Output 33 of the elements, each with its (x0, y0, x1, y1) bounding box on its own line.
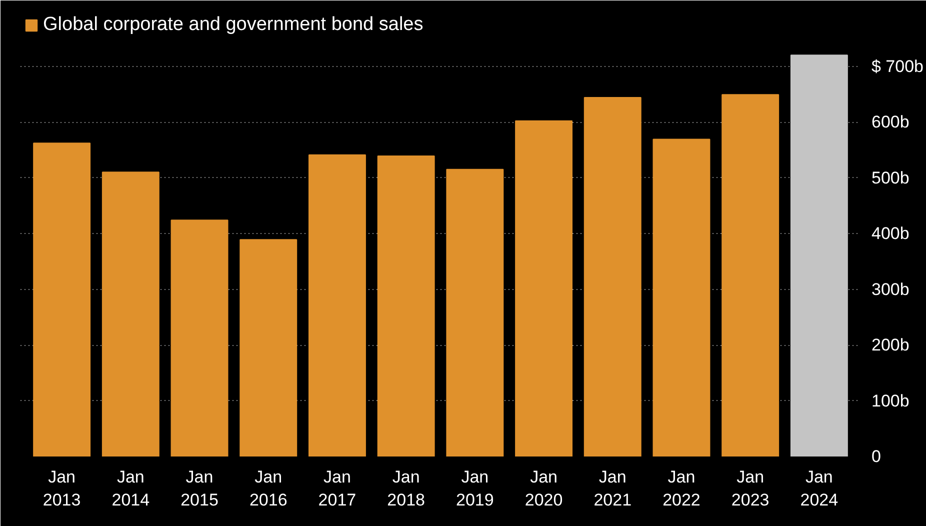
x-tick-label: Jan 2021 (594, 468, 632, 510)
x-tick-label: Jan 2024 (800, 468, 838, 510)
x-tick-label: Jan 2017 (318, 468, 356, 510)
x-tick-label: Jan 2023 (731, 468, 770, 510)
bar (446, 168, 504, 456)
bar (515, 120, 573, 456)
x-tick-label: Jan 2019 (456, 468, 494, 510)
x-tick-label: Jan 2018 (387, 468, 425, 510)
y-tick-label: 200b (872, 336, 910, 354)
y-tick-label: $ 700b (872, 56, 924, 76)
x-tick-label: Jan 2013 (42, 468, 81, 510)
y-tick-label: 100b (872, 391, 910, 410)
x-tick-label: Jan 2016 (249, 468, 288, 510)
bar (652, 138, 710, 456)
x-tick-label: Jan 2022 (662, 468, 700, 510)
bar (308, 154, 366, 456)
bar (240, 239, 298, 456)
x-tick-label: Jan 2015 (180, 468, 218, 510)
bar (584, 96, 642, 456)
y-tick-label: 0 (872, 447, 881, 466)
bar (170, 220, 228, 456)
y-tick-label: 500b (872, 168, 910, 188)
bar (722, 94, 780, 456)
bar (377, 156, 435, 456)
y-tick-label: 400b (872, 224, 910, 243)
bar (790, 54, 848, 456)
y-tick-label: 600b (872, 112, 910, 132)
bar (33, 142, 91, 456)
y-tick-label: 300b (872, 280, 910, 299)
legend-label: Global corporate and government bond sales (43, 14, 424, 36)
x-tick-label: Jan 2020 (524, 468, 563, 510)
bar (102, 172, 160, 456)
x-tick-label: Jan 2014 (112, 468, 150, 510)
